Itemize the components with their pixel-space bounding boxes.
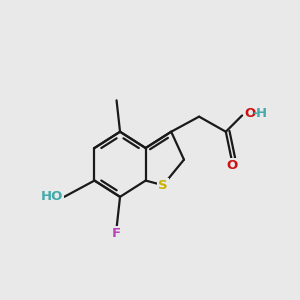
Text: F: F [112, 227, 121, 240]
Text: S: S [158, 179, 168, 192]
Text: HO: HO [41, 190, 63, 203]
Text: H: H [256, 106, 267, 120]
Text: O: O [226, 159, 237, 172]
Text: -: - [253, 106, 257, 120]
Text: O: O [244, 106, 256, 120]
